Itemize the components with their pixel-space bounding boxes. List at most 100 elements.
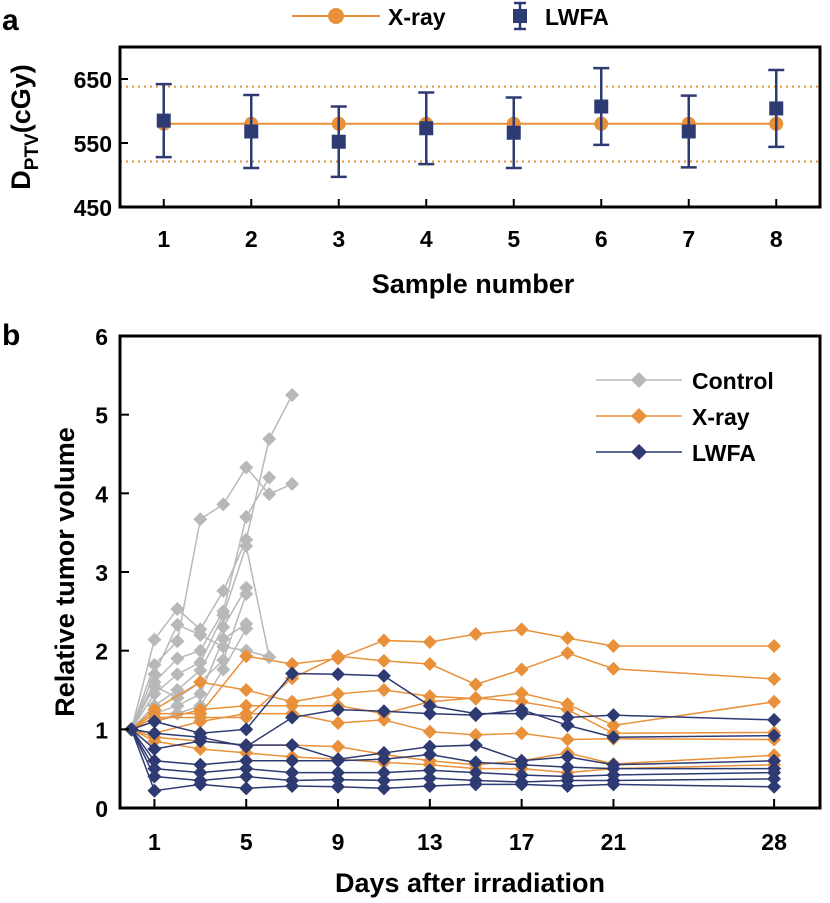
xray-point-2-day28 bbox=[767, 671, 782, 686]
xray-line-6 bbox=[131, 728, 775, 766]
xray-point-5-day17 bbox=[514, 726, 529, 741]
b-y-tick-label-0: 0 bbox=[95, 796, 108, 822]
xray-point-7-day1 bbox=[147, 734, 162, 749]
panel-a-legend: X-ray LWFA bbox=[292, 1, 609, 31]
lwfa-point-5-day13 bbox=[422, 763, 437, 778]
control-point-4-day1 bbox=[147, 686, 162, 701]
xray-point-1-day7 bbox=[285, 657, 300, 672]
control-point-4-day5 bbox=[239, 539, 254, 554]
lwfa-point-4-day1 bbox=[147, 753, 162, 768]
panel-a-ylabel: DPTV(cGy) bbox=[6, 64, 43, 189]
y-tick-label-650: 650 bbox=[74, 67, 112, 93]
control-point-2-day7 bbox=[285, 476, 300, 491]
xray-line-3 bbox=[130, 681, 775, 730]
b-x-tick-label-17: 17 bbox=[509, 829, 535, 855]
xray-point-1-day11 bbox=[376, 633, 391, 648]
x-tick-label-2: 2 bbox=[245, 226, 258, 252]
control-point-7-day2 bbox=[170, 698, 185, 713]
panel-b-xlabel: Days after irradiation bbox=[335, 868, 605, 898]
panel-a-label: a bbox=[2, 4, 19, 37]
xray-point-2-day11 bbox=[376, 653, 391, 668]
x-tick-label-8: 8 bbox=[770, 226, 783, 252]
xray-point-5-day9 bbox=[331, 716, 346, 731]
xray-line-2 bbox=[131, 652, 775, 731]
lwfa-point-5-day9 bbox=[331, 765, 346, 780]
b-x-tick-label-21: 21 bbox=[601, 829, 627, 855]
xray-point-6-day9 bbox=[331, 739, 346, 754]
panel-a-xlabel: Sample number bbox=[372, 269, 575, 299]
xray-point-3-day1 bbox=[147, 702, 162, 717]
lwfa-point-1-day21 bbox=[606, 708, 621, 723]
control-point-9-day1 bbox=[147, 667, 162, 682]
lwfa-point-2-day21 bbox=[606, 730, 621, 745]
control-point-6-day5 bbox=[239, 587, 254, 602]
lwfa-point-4-day7 bbox=[285, 753, 300, 768]
b-y-tick-label-6: 6 bbox=[95, 324, 108, 350]
control-point-5-day3 bbox=[193, 663, 208, 678]
control-point-8-day5 bbox=[239, 621, 254, 636]
legend-lwfa-marker bbox=[513, 9, 527, 23]
ylabel-subscript: PTV bbox=[22, 133, 43, 170]
lwfa-point-1-day19 bbox=[560, 710, 575, 725]
control-line-2 bbox=[130, 466, 293, 730]
lwfa-point-2-day11 bbox=[376, 704, 391, 719]
lwfa-point-7-day28 bbox=[767, 779, 782, 794]
xray-point-4-day3 bbox=[193, 702, 208, 717]
b-x-tick-label-5: 5 bbox=[240, 829, 253, 855]
ylabel-main: D bbox=[6, 170, 36, 190]
lwfa-point-5-day5 bbox=[239, 761, 254, 776]
panel-a-plot bbox=[120, 66, 820, 179]
lwfa-point-1-day13 bbox=[422, 698, 437, 713]
xray-point-3-day3 bbox=[193, 675, 208, 690]
lwfa-point-6-day5 bbox=[239, 769, 254, 784]
panel-b-ylabel: Relative tumor volume bbox=[50, 427, 80, 717]
lwfa-line-3 bbox=[130, 728, 775, 766]
xray-point-2-day15 bbox=[468, 677, 483, 692]
lwfa-point-7-day9 bbox=[331, 779, 346, 794]
lwfa-point-1-day9 bbox=[331, 667, 346, 682]
legend-xray-marker bbox=[328, 8, 344, 24]
lwfa-point-7-day11 bbox=[376, 781, 391, 796]
control-point-9-day2 bbox=[170, 617, 185, 632]
xray-point-3-day11 bbox=[376, 683, 391, 697]
xray-point-4-day19 bbox=[560, 702, 575, 717]
b-x-tick-label-1: 1 bbox=[148, 829, 161, 855]
x-tick-label-7: 7 bbox=[682, 226, 695, 252]
xray-point-2-day13 bbox=[422, 657, 437, 672]
control-point-4-day4 bbox=[216, 608, 231, 623]
control-point-2-day3 bbox=[193, 512, 208, 527]
control-point-1-day6 bbox=[262, 432, 277, 447]
x-tick-label-3: 3 bbox=[332, 226, 345, 252]
xray-point-1-day17 bbox=[514, 622, 529, 637]
legend-control-marker bbox=[631, 372, 647, 388]
lwfa-point-3-day19 bbox=[560, 749, 575, 764]
lwfa-point-3-day28 bbox=[767, 753, 782, 768]
control-point-3-day6 bbox=[262, 470, 277, 485]
xray-point-3-day28 bbox=[767, 694, 782, 709]
panel-b-ticks: 1 5 9 13 17 21 28 0 1 2 3 4 5 6 bbox=[95, 324, 787, 855]
xray-point-2-day21 bbox=[606, 661, 621, 676]
b-x-tick-label-28: 28 bbox=[761, 829, 787, 855]
xray-point-4-day5 bbox=[239, 698, 254, 713]
control-point-2-day5 bbox=[239, 460, 254, 475]
control-point-1-day7 bbox=[285, 388, 300, 402]
b-y-tick-label-5: 5 bbox=[95, 403, 108, 429]
xray-point-1-day19 bbox=[560, 631, 575, 646]
lwfa-point-3-day3 bbox=[193, 734, 208, 749]
control-point-3-day5 bbox=[239, 509, 254, 524]
lwfa-point-3-day1 bbox=[147, 742, 162, 756]
ylabel-unit: (cGy) bbox=[6, 64, 36, 133]
lwfa-point-8 bbox=[769, 101, 784, 116]
xray-point-1-day15 bbox=[468, 627, 483, 642]
lwfa-point-5-day11 bbox=[376, 765, 391, 780]
lwfa-point-4-day11 bbox=[376, 752, 391, 767]
lwfa-point-2-day13 bbox=[422, 706, 437, 721]
control-point-9-day6 bbox=[262, 649, 277, 664]
lwfa-point-4-day9 bbox=[331, 753, 346, 768]
control-point-2-day6 bbox=[262, 487, 277, 502]
control-point-1-day2 bbox=[170, 601, 185, 616]
lwfa-point-5-day3 bbox=[193, 765, 208, 780]
control-point-3-day2 bbox=[170, 651, 185, 666]
lwfa-point-2-day19 bbox=[560, 718, 575, 733]
